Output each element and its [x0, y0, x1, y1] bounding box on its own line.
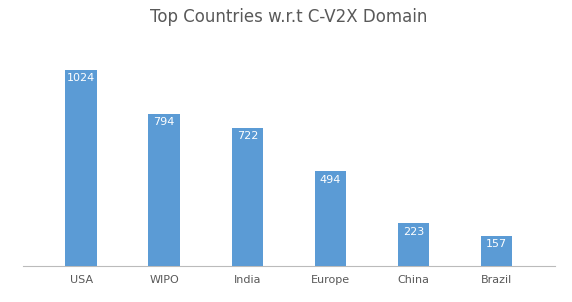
- Bar: [398, 223, 430, 266]
- Bar: [481, 236, 513, 266]
- Bar: [148, 114, 180, 266]
- Text: 157: 157: [486, 239, 507, 249]
- Text: 794: 794: [153, 117, 175, 127]
- Text: 722: 722: [237, 131, 258, 141]
- Text: 1024: 1024: [67, 73, 95, 83]
- Text: 223: 223: [403, 226, 424, 236]
- Bar: [315, 171, 346, 266]
- Bar: [65, 70, 97, 266]
- Text: 494: 494: [320, 175, 341, 185]
- Bar: [232, 128, 263, 266]
- Title: Top Countries w.r.t C-V2X Domain: Top Countries w.r.t C-V2X Domain: [150, 8, 427, 26]
